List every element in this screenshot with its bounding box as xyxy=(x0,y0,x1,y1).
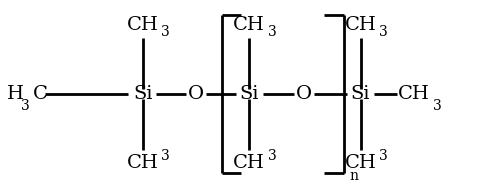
Text: 3: 3 xyxy=(433,99,442,113)
Text: 3: 3 xyxy=(379,26,388,39)
Text: CH: CH xyxy=(398,85,430,103)
Text: H: H xyxy=(7,85,24,103)
Text: 3: 3 xyxy=(268,149,276,162)
Text: 3: 3 xyxy=(21,99,30,113)
Text: C: C xyxy=(33,85,48,103)
Text: 3: 3 xyxy=(161,26,170,39)
Text: O: O xyxy=(296,85,312,103)
Text: CH: CH xyxy=(233,154,265,172)
Text: CH: CH xyxy=(345,16,377,34)
Text: 3: 3 xyxy=(268,26,276,39)
Text: CH: CH xyxy=(127,16,159,34)
Text: 3: 3 xyxy=(161,149,170,162)
Text: CH: CH xyxy=(127,154,159,172)
Text: n: n xyxy=(349,169,359,183)
Text: 3: 3 xyxy=(379,149,388,162)
Text: CH: CH xyxy=(233,16,265,34)
Text: O: O xyxy=(188,85,204,103)
Text: CH: CH xyxy=(345,154,377,172)
Text: Si: Si xyxy=(240,85,259,103)
Text: Si: Si xyxy=(351,85,370,103)
Text: Si: Si xyxy=(133,85,152,103)
